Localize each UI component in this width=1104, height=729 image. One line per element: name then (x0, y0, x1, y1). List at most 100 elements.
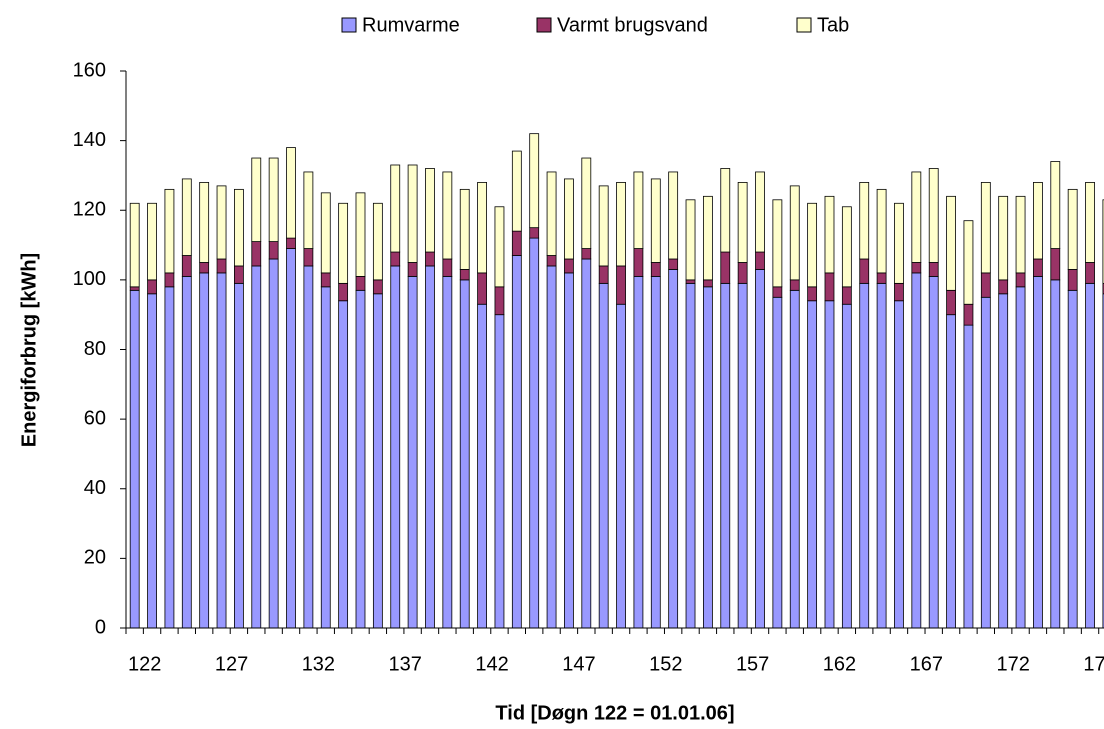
bar-segment (946, 289, 956, 316)
bar-segment (963, 220, 974, 305)
x-tick-label: 122 (128, 653, 161, 675)
bar-segment (650, 262, 661, 277)
bar-segment (633, 275, 644, 629)
bar-segment (320, 192, 331, 274)
bar-segment (928, 168, 939, 263)
bar-segment (286, 147, 296, 239)
bar-segment (147, 293, 157, 629)
y-tick-label: 60 (84, 407, 106, 429)
bar-segment (807, 286, 818, 302)
bar-segment (894, 282, 904, 302)
bar-segment (338, 202, 349, 284)
bar-segment (442, 258, 453, 277)
bar-segment (425, 251, 435, 267)
bar-segment (616, 303, 626, 629)
bar-segment (164, 188, 175, 274)
bar-segment (928, 275, 939, 629)
bar-segment (564, 258, 574, 274)
bar-segment (980, 272, 991, 298)
bar-segment (494, 314, 505, 629)
bar-segment (129, 286, 140, 291)
bar-segment (390, 251, 401, 267)
x-tick-label: 172 (996, 653, 1029, 675)
bar-segment (772, 286, 783, 298)
bar-segment (911, 272, 922, 629)
bar-segment (546, 265, 557, 629)
bar-segment (459, 269, 470, 281)
x-tick-label: 127 (215, 653, 248, 675)
bar-segment (633, 248, 644, 277)
y-axis-label: Energiforbrug [kWh] (18, 253, 40, 447)
bar-segment (841, 206, 852, 288)
bar-segment (477, 181, 487, 274)
bar-segment (824, 300, 835, 629)
bar-segment (251, 265, 262, 629)
bar-segment (668, 258, 679, 270)
x-tick-label: 177 (1083, 653, 1104, 675)
bar-segment (702, 279, 713, 288)
bar-segment (737, 262, 748, 284)
bar-segment (1015, 195, 1026, 274)
y-tick-label: 140 (73, 129, 106, 151)
x-tick-label: 132 (302, 653, 335, 675)
x-tick-label: 152 (649, 653, 682, 675)
bar-segment (425, 168, 435, 253)
bar-segment (216, 258, 227, 274)
bar-segment (911, 171, 922, 263)
bar-segment (129, 289, 140, 629)
bar-segment (1015, 272, 1026, 288)
bar-segment (841, 286, 852, 305)
bar-segment (529, 227, 540, 239)
bar-segment (668, 171, 679, 260)
bar-segment (303, 265, 314, 629)
bar-segment (147, 202, 157, 281)
bar-segment (1050, 161, 1061, 249)
bar-segment (338, 282, 349, 302)
bar-segment (407, 262, 418, 277)
bar-segment (598, 185, 609, 267)
bar-segment (581, 258, 592, 629)
bar-segment (511, 230, 522, 256)
bar-segment (841, 303, 852, 629)
legend-label: Rumvarme (362, 14, 460, 36)
bar-segment (859, 181, 870, 260)
bar-segment (598, 265, 609, 284)
bar-segment (859, 282, 870, 629)
legend-label: Tab (817, 14, 849, 36)
y-tick-label: 160 (73, 59, 106, 81)
bar-segment (390, 265, 401, 629)
bar-segment (616, 265, 626, 305)
bar-segment (824, 272, 835, 302)
bar-segment (911, 262, 922, 274)
bar-segment (181, 178, 192, 256)
bar-segment (355, 289, 366, 629)
bar-segment (199, 272, 210, 629)
bar-segment (407, 164, 418, 263)
bar-segment (789, 289, 800, 629)
bar-segment (390, 164, 401, 253)
bar-segment (789, 279, 800, 291)
x-tick-label: 162 (823, 653, 856, 675)
bar-segment (372, 293, 383, 629)
bar-segment (737, 282, 748, 629)
bar-segment (442, 171, 453, 260)
bar-segment (511, 150, 522, 232)
legend-swatch (536, 17, 552, 33)
bar-segment (824, 195, 835, 274)
bar-segment (1085, 262, 1095, 284)
bar-segment (251, 241, 262, 267)
bar-segment (668, 269, 679, 629)
y-tick-label: 0 (95, 616, 106, 638)
bar-segment (807, 300, 818, 629)
legend-swatch (341, 17, 357, 33)
bar-segment (772, 199, 783, 288)
bar-segment (164, 286, 175, 629)
bar-segment (598, 282, 609, 629)
bar-segment (876, 272, 887, 284)
bar-segment (998, 195, 1009, 281)
bar-segment (147, 279, 157, 295)
bar-segment (980, 296, 991, 629)
bar-segment (355, 192, 366, 277)
bar-segment (702, 286, 713, 629)
bar-segment (268, 258, 279, 629)
